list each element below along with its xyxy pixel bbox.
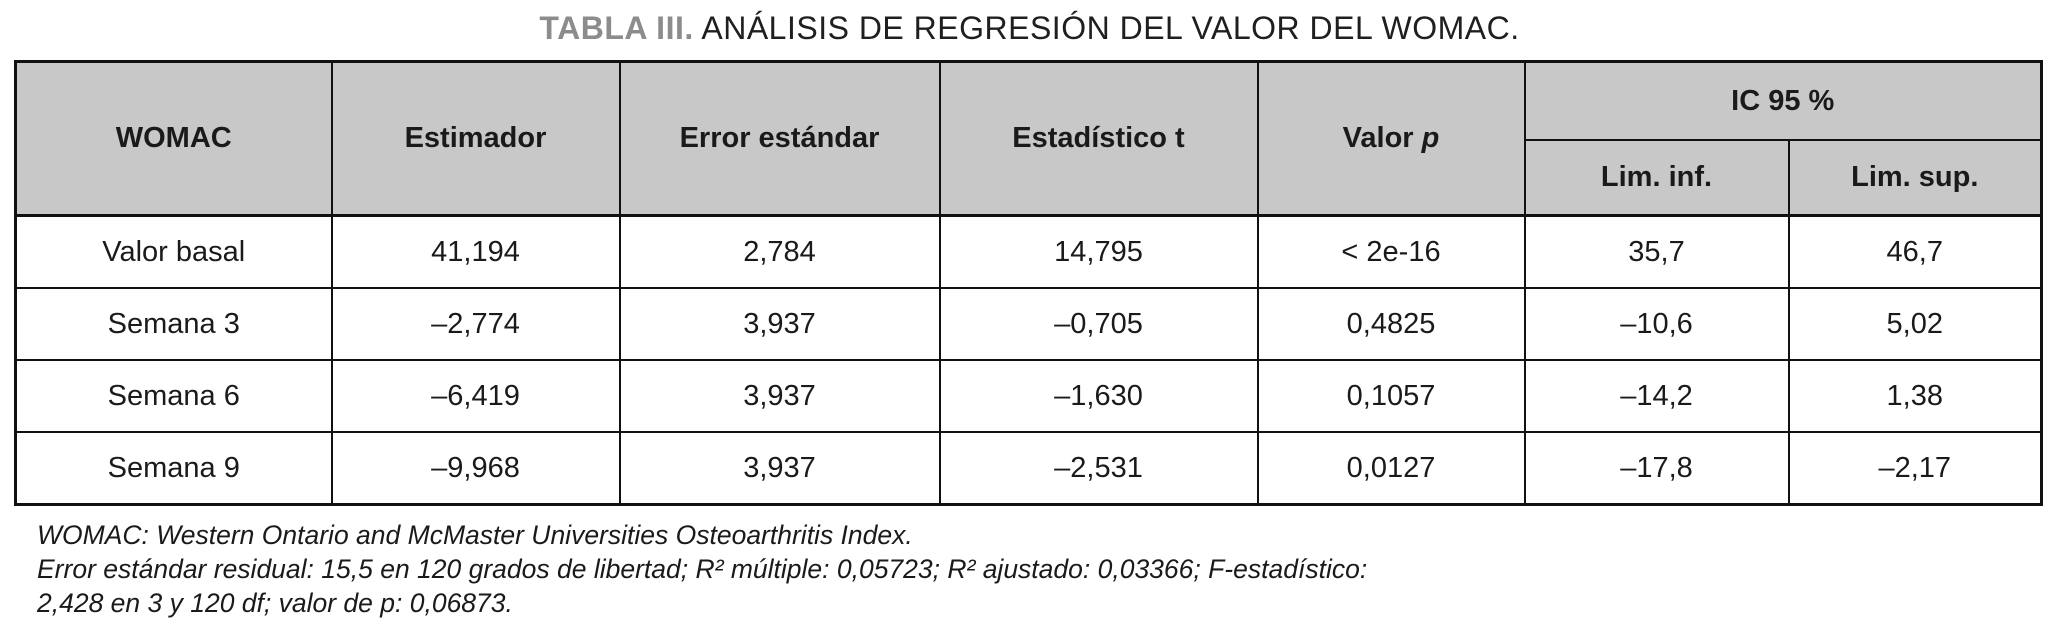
cell-valor-p: 0,0127 bbox=[1256, 431, 1526, 506]
cell-error-estandar: 3,937 bbox=[618, 359, 941, 433]
cell-estimador: –6,419 bbox=[330, 359, 621, 433]
table-row-semana-3: Semana 3 –2,774 3,937 –0,705 0,4825 –10,… bbox=[14, 287, 2043, 361]
cell-estimador: –9,968 bbox=[330, 431, 621, 506]
cell-estadistico-t: 14,795 bbox=[938, 214, 1259, 289]
page: TABLA III. ANÁLISIS DE REGRESIÓN DEL VAL… bbox=[0, 10, 2059, 640]
row-label: Valor basal bbox=[14, 214, 333, 289]
cell-lim-inf: 35,7 bbox=[1523, 214, 1790, 289]
cell-lim-sup: 46,7 bbox=[1787, 214, 2043, 289]
cell-valor-p: 0,4825 bbox=[1256, 287, 1526, 361]
row-label: Semana 3 bbox=[14, 287, 333, 361]
table-row-valor-basal: Valor basal 41,194 2,784 14,795 < 2e-16 … bbox=[14, 214, 2043, 289]
table-row-semana-6: Semana 6 –6,419 3,937 –1,630 0,1057 –14,… bbox=[14, 359, 2043, 433]
column-header-estimador: Estimador bbox=[330, 60, 621, 217]
valor-label: Valor bbox=[1342, 122, 1414, 154]
table-title-label: TABLA III. bbox=[539, 10, 694, 46]
cell-lim-sup: 5,02 bbox=[1787, 287, 2043, 361]
cell-lim-sup: –2,17 bbox=[1787, 431, 2043, 506]
column-header-ic95: IC 95 % bbox=[1523, 60, 2043, 141]
column-header-valor-p: Valor p bbox=[1256, 60, 1526, 217]
header-row-top: WOMAC Estimador Error estándar Estadísti… bbox=[14, 60, 2043, 217]
cell-lim-sup: 1,38 bbox=[1787, 359, 2043, 433]
cell-estadistico-t: –2,531 bbox=[938, 431, 1259, 506]
footnote-model-stats-line2: 2,428 en 3 y 120 df; valor de p: 0,06873… bbox=[37, 588, 513, 618]
footnote-model-stats-line1: Error estándar residual: 15,5 en 120 gra… bbox=[37, 554, 1368, 584]
cell-error-estandar: 2,784 bbox=[618, 214, 941, 289]
cell-estimador: –2,774 bbox=[330, 287, 621, 361]
cell-lim-inf: –17,8 bbox=[1523, 431, 1790, 506]
cell-lim-inf: –10,6 bbox=[1523, 287, 1790, 361]
table-title-text: ANÁLISIS DE REGRESIÓN DEL VALOR DEL WOMA… bbox=[701, 10, 1520, 46]
cell-estimador: 41,194 bbox=[330, 214, 621, 289]
regression-table: WOMAC Estimador Error estándar Estadísti… bbox=[14, 60, 2044, 506]
column-header-womac: WOMAC bbox=[14, 60, 333, 217]
column-header-lim-sup: Lim. sup. bbox=[1787, 139, 2043, 217]
cell-valor-p: < 2e-16 bbox=[1256, 214, 1526, 289]
table-title: TABLA III. ANÁLISIS DE REGRESIÓN DEL VAL… bbox=[0, 10, 2059, 47]
footnote-womac-definition: WOMAC: Western Ontario and McMaster Univ… bbox=[37, 520, 913, 550]
cell-estadistico-t: –0,705 bbox=[938, 287, 1259, 361]
table-footnotes: WOMAC: Western Ontario and McMaster Univ… bbox=[37, 518, 2059, 620]
cell-error-estandar: 3,937 bbox=[618, 287, 941, 361]
cell-estadistico-t: –1,630 bbox=[938, 359, 1259, 433]
cell-error-estandar: 3,937 bbox=[618, 431, 941, 506]
cell-lim-inf: –14,2 bbox=[1523, 359, 1790, 433]
column-header-error-estandar: Error estándar bbox=[618, 60, 941, 217]
column-header-lim-inf: Lim. inf. bbox=[1523, 139, 1790, 217]
table-row-semana-9: Semana 9 –9,968 3,937 –2,531 0,0127 –17,… bbox=[14, 431, 2043, 506]
column-header-estadistico-t: Estadístico t bbox=[938, 60, 1259, 217]
row-label: Semana 9 bbox=[14, 431, 333, 506]
cell-valor-p: 0,1057 bbox=[1256, 359, 1526, 433]
row-label: Semana 6 bbox=[14, 359, 333, 433]
header-row-sub: Lim. inf. Lim. sup. bbox=[16, 139, 2043, 217]
p-symbol: p bbox=[1421, 122, 1440, 154]
